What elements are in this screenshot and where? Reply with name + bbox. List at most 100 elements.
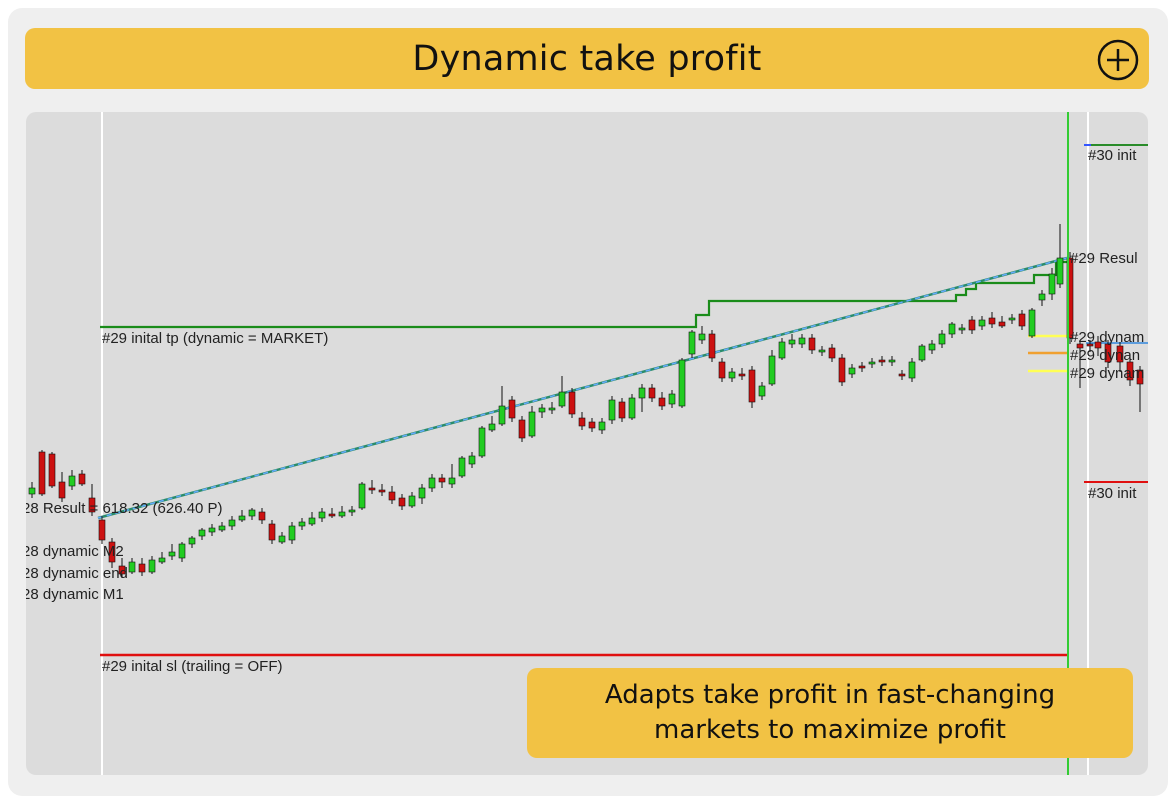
bull-candle — [848, 367, 856, 375]
bear-candle — [258, 511, 266, 521]
bear-candle — [58, 481, 66, 499]
bear-candle — [998, 321, 1006, 327]
bull-candle — [958, 327, 966, 331]
bear-candle — [268, 523, 276, 541]
dynamic-29-a-label: #29 dynam — [1070, 329, 1144, 346]
bear-candle — [1094, 341, 1102, 349]
dynamic-m2-label: 28 dynamic M2 — [26, 543, 124, 560]
bear-candle — [138, 563, 146, 573]
initial-tp-label: #29 inital tp (dynamic = MARKET) — [102, 330, 328, 347]
initial-sl-label: #29 inital sl (trailing = OFF) — [102, 658, 282, 675]
bull-candle — [538, 407, 546, 413]
dynamic-m1-label: 28 dynamic M1 — [26, 586, 124, 603]
bull-candle — [318, 511, 326, 519]
bull-candle — [668, 393, 676, 405]
bull-candle — [548, 407, 556, 411]
bull-candle — [208, 527, 216, 533]
bull-candle — [868, 361, 876, 365]
dynamic-29-b-label: #29 dynan — [1070, 347, 1140, 364]
take-profit-line — [100, 260, 1067, 329]
bull-candle — [198, 529, 206, 537]
bull-candle — [298, 521, 306, 527]
bear-candle — [748, 369, 756, 403]
bull-candle — [1048, 273, 1056, 295]
dynamic-29-c-label: #29 dynam — [1070, 365, 1144, 382]
bear-candle — [1076, 343, 1084, 349]
bull-candle — [238, 515, 246, 521]
bull-candle — [798, 337, 806, 345]
bear-candle — [38, 451, 46, 495]
bull-candle — [148, 559, 156, 573]
bull-candle — [338, 511, 346, 517]
bull-candle — [938, 333, 946, 345]
bear-candle — [398, 497, 406, 507]
chart-canvas: #29 inital tp (dynamic = MARKET) #29 ini… — [26, 112, 1148, 775]
bull-candle — [498, 405, 506, 425]
bull-candle — [918, 345, 926, 361]
trend-line — [97, 256, 1068, 520]
bear-candle — [118, 565, 126, 575]
result-29-label: #29 Resul — [1070, 250, 1138, 267]
bull-candle — [1028, 309, 1036, 337]
bull-candle — [688, 331, 696, 355]
bear-candle — [1104, 343, 1112, 363]
bull-candle — [408, 495, 416, 507]
bear-candle — [108, 541, 116, 563]
dynamic-end-label: 28 dynamic end — [26, 565, 128, 582]
bull-candle — [468, 455, 476, 465]
bear-candle — [828, 347, 836, 359]
bear-candle — [858, 365, 866, 369]
candlestick-series — [28, 224, 1144, 578]
bear-candle — [48, 453, 56, 487]
bull-candle — [528, 411, 536, 437]
bull-candle — [608, 399, 616, 421]
bull-candle — [948, 323, 956, 335]
bull-candle — [558, 391, 566, 407]
bear-candle — [508, 399, 516, 419]
bear-candle — [968, 319, 976, 331]
bull-candle — [698, 333, 706, 341]
bull-candle — [728, 371, 736, 379]
bull-candle — [218, 525, 226, 531]
bull-candle — [638, 387, 646, 399]
plus-circle-icon[interactable] — [1097, 39, 1139, 81]
bull-candle — [448, 477, 456, 485]
bull-candle — [168, 551, 176, 557]
bull-candle — [228, 519, 236, 527]
bear-candle — [898, 373, 906, 377]
bull-candle — [818, 349, 826, 353]
bear-candle — [648, 387, 656, 399]
bear-candle — [618, 401, 626, 419]
bear-candle — [718, 361, 726, 379]
bull-candle — [278, 535, 286, 543]
bull-candle — [348, 509, 356, 513]
bear-candle — [808, 337, 816, 351]
bull-candle — [158, 557, 166, 563]
bear-candle — [588, 421, 596, 429]
section-header[interactable]: Dynamic take profit — [25, 28, 1149, 89]
bear-candle — [88, 497, 96, 513]
bear-candle — [658, 397, 666, 407]
bear-candle — [78, 473, 86, 485]
bear-candle — [368, 487, 376, 491]
caption-box: Adapts take profit in fast-changing mark… — [527, 668, 1133, 758]
bull-candle — [488, 423, 496, 431]
bear-candle — [838, 357, 846, 383]
bear-candle — [388, 491, 396, 501]
section-title: Dynamic take profit — [412, 38, 762, 79]
bull-candle — [1038, 293, 1046, 301]
bull-candle — [598, 421, 606, 431]
bear-candle — [1136, 369, 1144, 385]
bear-candle — [1086, 343, 1094, 347]
bull-candle — [358, 483, 366, 509]
bull-candle — [28, 487, 36, 495]
bull-candle — [788, 339, 796, 345]
bear-candle — [1116, 345, 1124, 363]
bull-candle — [478, 427, 486, 457]
bull-candle — [248, 509, 256, 517]
trading-chart: #29 inital tp (dynamic = MARKET) #29 ini… — [26, 112, 1148, 775]
bull-candle — [1056, 257, 1064, 285]
caption-text: Adapts take profit in fast-changing mark… — [604, 680, 1056, 745]
bull-candle — [308, 517, 316, 525]
bear-candle — [568, 391, 576, 415]
